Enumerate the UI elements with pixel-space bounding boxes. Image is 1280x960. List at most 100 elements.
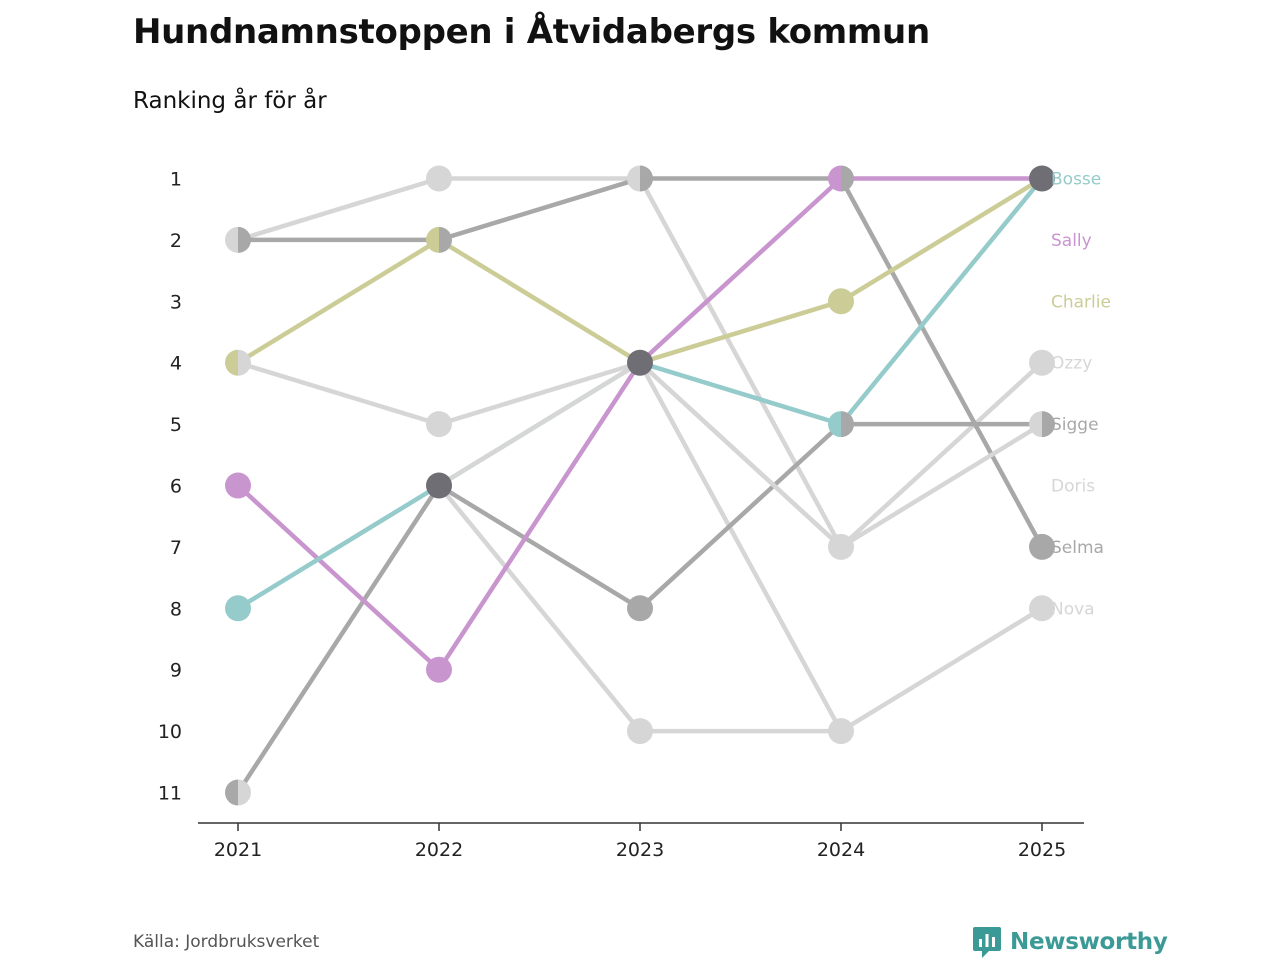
rank-point	[627, 718, 653, 745]
rank-point	[1029, 349, 1055, 376]
series-line-ozzy	[838, 360, 1045, 550]
rank-point-right-half	[1042, 411, 1055, 438]
rank-point	[426, 472, 452, 499]
series-line-selma	[838, 176, 1045, 550]
rank-point-left-half	[426, 226, 439, 253]
chart-subtitle: Ranking år för år	[133, 88, 327, 114]
end-label-selma: Selma	[1051, 538, 1104, 558]
series-line-bosse	[838, 176, 1045, 427]
rank-point	[828, 533, 854, 560]
series-line-bosse	[235, 483, 442, 611]
y-tick-label: 4	[170, 353, 182, 375]
end-label-sally: Sally	[1051, 231, 1092, 251]
rank-point-left-half	[627, 165, 640, 192]
brand-logo[interactable]: Newsworthy	[972, 925, 1168, 959]
y-tick-label: 10	[158, 721, 182, 743]
series-line-charlie	[436, 237, 643, 365]
chart-title: Hundnamnstoppen i Åtvidabergs kommun	[133, 12, 930, 52]
end-labels: Bosse Sally Charlie Ozzy Sigge Doris Selma Nova	[1051, 170, 1111, 620]
rank-point-right-half	[841, 411, 854, 438]
rank-point-split	[426, 226, 453, 253]
x-tick-label: 2024	[817, 839, 865, 861]
y-tick-label: 3	[170, 291, 182, 313]
y-tick-label: 7	[170, 537, 182, 559]
rank-point	[627, 349, 653, 376]
series-line-doris	[436, 483, 643, 734]
axis-layer: 1 2 3 4 5 6 7 8 9 10 11 2021 2022 2023 2024 2025	[158, 169, 1084, 861]
series-line-charlie	[235, 237, 442, 365]
series-line-sigge	[436, 483, 643, 611]
series-line-nova	[235, 360, 442, 427]
series-line-sally	[436, 360, 643, 672]
series-lines	[235, 176, 1045, 795]
rank-point-right-half	[439, 226, 453, 253]
series-line-sally	[637, 176, 844, 365]
rank-point	[1029, 165, 1055, 192]
y-tick-label: 6	[170, 476, 182, 498]
rank-point-left-half	[1029, 411, 1042, 438]
series-line-nova	[838, 606, 1045, 734]
rank-point-right-half	[238, 779, 252, 806]
rank-point-split	[225, 349, 252, 376]
x-tick-label: 2025	[1018, 839, 1066, 861]
end-label-bosse: Bosse	[1051, 170, 1101, 190]
y-tick-label: 9	[170, 660, 182, 682]
rank-point-right-half	[841, 165, 854, 192]
end-label-sigge: Sigge	[1051, 415, 1099, 435]
y-tick-label: 2	[170, 230, 182, 252]
rank-point	[426, 411, 452, 438]
rank-point-split	[828, 411, 854, 438]
series-line-unlabeled	[838, 421, 1045, 550]
rank-point	[426, 165, 452, 192]
brand-name: Newsworthy	[1010, 929, 1168, 955]
y-tick-label: 5	[170, 414, 182, 436]
series-line-bosse	[637, 360, 844, 427]
rank-point-left-half	[828, 165, 841, 192]
rank-point-split	[225, 779, 252, 806]
rank-point-left-half	[225, 779, 238, 806]
rank-point	[1029, 595, 1055, 622]
series-line-charlie	[637, 299, 844, 365]
x-tick-label: 2022	[415, 839, 463, 861]
rank-point	[828, 718, 854, 745]
rank-point	[426, 656, 452, 683]
series-line-nova	[637, 360, 844, 734]
series-line-sigge	[235, 483, 442, 795]
series-line-sally	[235, 483, 442, 672]
series-line-unlabeled	[436, 360, 643, 488]
rank-point-split	[627, 165, 653, 192]
series-points	[225, 165, 1055, 806]
rank-point-left-half	[828, 411, 841, 438]
series-line-ozzy	[637, 176, 844, 550]
rank-point-split	[828, 165, 854, 192]
series-line-unlabeled	[637, 360, 844, 550]
series-line-sigge	[637, 421, 844, 611]
end-label-ozzy: Ozzy	[1051, 354, 1092, 374]
x-tick-label: 2023	[616, 839, 664, 861]
series-line-selma	[436, 176, 643, 243]
rank-point-split	[1029, 411, 1055, 438]
rank-point-left-half	[225, 226, 238, 253]
y-tick-label: 1	[170, 169, 182, 191]
rank-point-split	[225, 226, 252, 253]
rank-point-right-half	[238, 349, 252, 376]
rank-point-left-half	[225, 349, 238, 376]
rank-point-right-half	[238, 226, 252, 253]
series-line-ozzy	[235, 176, 442, 243]
rank-point	[225, 472, 251, 499]
end-label-nova: Nova	[1051, 599, 1095, 619]
end-label-charlie: Charlie	[1051, 292, 1111, 312]
y-tick-label: 11	[158, 783, 182, 805]
rank-point-right-half	[640, 165, 653, 192]
rank-point	[1029, 533, 1055, 560]
end-label-doris: Doris	[1051, 477, 1095, 497]
series-line-nova	[436, 360, 643, 427]
newsworthy-logo-icon	[973, 927, 1001, 958]
rank-point	[627, 595, 653, 622]
x-tick-label: 2021	[214, 839, 262, 861]
series-line-charlie	[838, 176, 1045, 304]
rank-point	[828, 288, 854, 315]
source-note: Källa: Jordbruksverket	[133, 932, 320, 952]
y-tick-label: 8	[170, 598, 182, 620]
